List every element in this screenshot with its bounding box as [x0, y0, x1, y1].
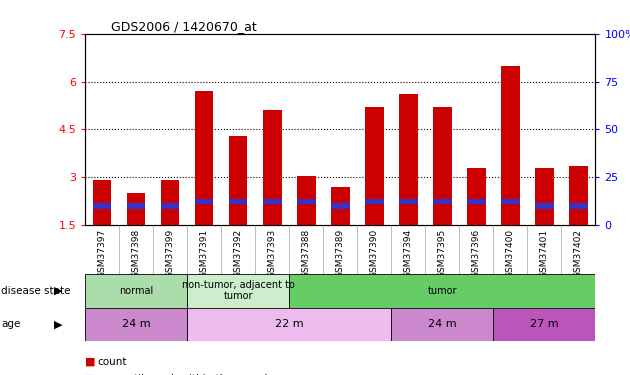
- Text: 27 m: 27 m: [530, 320, 559, 329]
- Bar: [289, 274, 595, 308]
- Text: 24 m: 24 m: [428, 320, 457, 329]
- Text: GSM37388: GSM37388: [302, 229, 311, 278]
- Bar: [569, 166, 588, 225]
- Bar: [399, 198, 418, 204]
- Text: disease state: disease state: [1, 286, 71, 296]
- Text: GSM37389: GSM37389: [336, 229, 345, 278]
- Bar: [399, 94, 418, 225]
- Text: normal: normal: [119, 286, 153, 296]
- Text: age: age: [1, 320, 21, 329]
- Bar: [433, 198, 452, 204]
- Text: ▶: ▶: [54, 320, 63, 329]
- Bar: [297, 176, 316, 225]
- Text: GSM37399: GSM37399: [166, 229, 175, 278]
- Bar: [467, 168, 486, 225]
- Bar: [161, 203, 180, 209]
- Bar: [433, 107, 452, 225]
- Bar: [467, 198, 486, 204]
- Text: GSM37390: GSM37390: [370, 229, 379, 278]
- Text: GSM37401: GSM37401: [540, 229, 549, 278]
- Text: GSM37400: GSM37400: [506, 229, 515, 278]
- Bar: [365, 107, 384, 225]
- Text: GSM37402: GSM37402: [574, 229, 583, 278]
- Bar: [501, 66, 520, 225]
- Text: tumor: tumor: [428, 286, 457, 296]
- Bar: [297, 198, 316, 204]
- Bar: [195, 198, 214, 204]
- Bar: [229, 198, 248, 204]
- Text: GSM37398: GSM37398: [132, 229, 140, 278]
- Bar: [127, 203, 146, 209]
- Bar: [365, 198, 384, 204]
- Bar: [93, 203, 112, 209]
- Bar: [331, 203, 350, 209]
- Text: GSM37395: GSM37395: [438, 229, 447, 278]
- Bar: [501, 198, 520, 204]
- Text: percentile rank within the sample: percentile rank within the sample: [98, 374, 273, 375]
- Text: GDS2006 / 1420670_at: GDS2006 / 1420670_at: [111, 20, 256, 33]
- Text: ■: ■: [85, 374, 96, 375]
- Text: 24 m: 24 m: [122, 320, 151, 329]
- Text: non-tumor, adjacent to
tumor: non-tumor, adjacent to tumor: [181, 280, 295, 302]
- Bar: [85, 308, 187, 341]
- Text: GSM37391: GSM37391: [200, 229, 209, 278]
- Bar: [85, 274, 187, 308]
- Text: count: count: [98, 357, 127, 367]
- Bar: [127, 193, 146, 225]
- Text: GSM37394: GSM37394: [404, 229, 413, 278]
- Text: ■: ■: [85, 357, 96, 367]
- Text: GSM37397: GSM37397: [98, 229, 106, 278]
- Bar: [195, 91, 214, 225]
- Text: ▶: ▶: [54, 286, 63, 296]
- Bar: [535, 168, 554, 225]
- Bar: [493, 308, 595, 341]
- Bar: [263, 198, 282, 204]
- Text: GSM37392: GSM37392: [234, 229, 243, 278]
- Bar: [331, 187, 350, 225]
- Bar: [187, 308, 391, 341]
- Text: GSM37396: GSM37396: [472, 229, 481, 278]
- Bar: [535, 203, 554, 209]
- Bar: [161, 180, 180, 225]
- Bar: [569, 203, 588, 209]
- Bar: [229, 136, 248, 225]
- Text: GSM37393: GSM37393: [268, 229, 277, 278]
- Bar: [187, 274, 289, 308]
- Text: 22 m: 22 m: [275, 320, 304, 329]
- Bar: [263, 110, 282, 225]
- Bar: [391, 308, 493, 341]
- Bar: [93, 180, 112, 225]
